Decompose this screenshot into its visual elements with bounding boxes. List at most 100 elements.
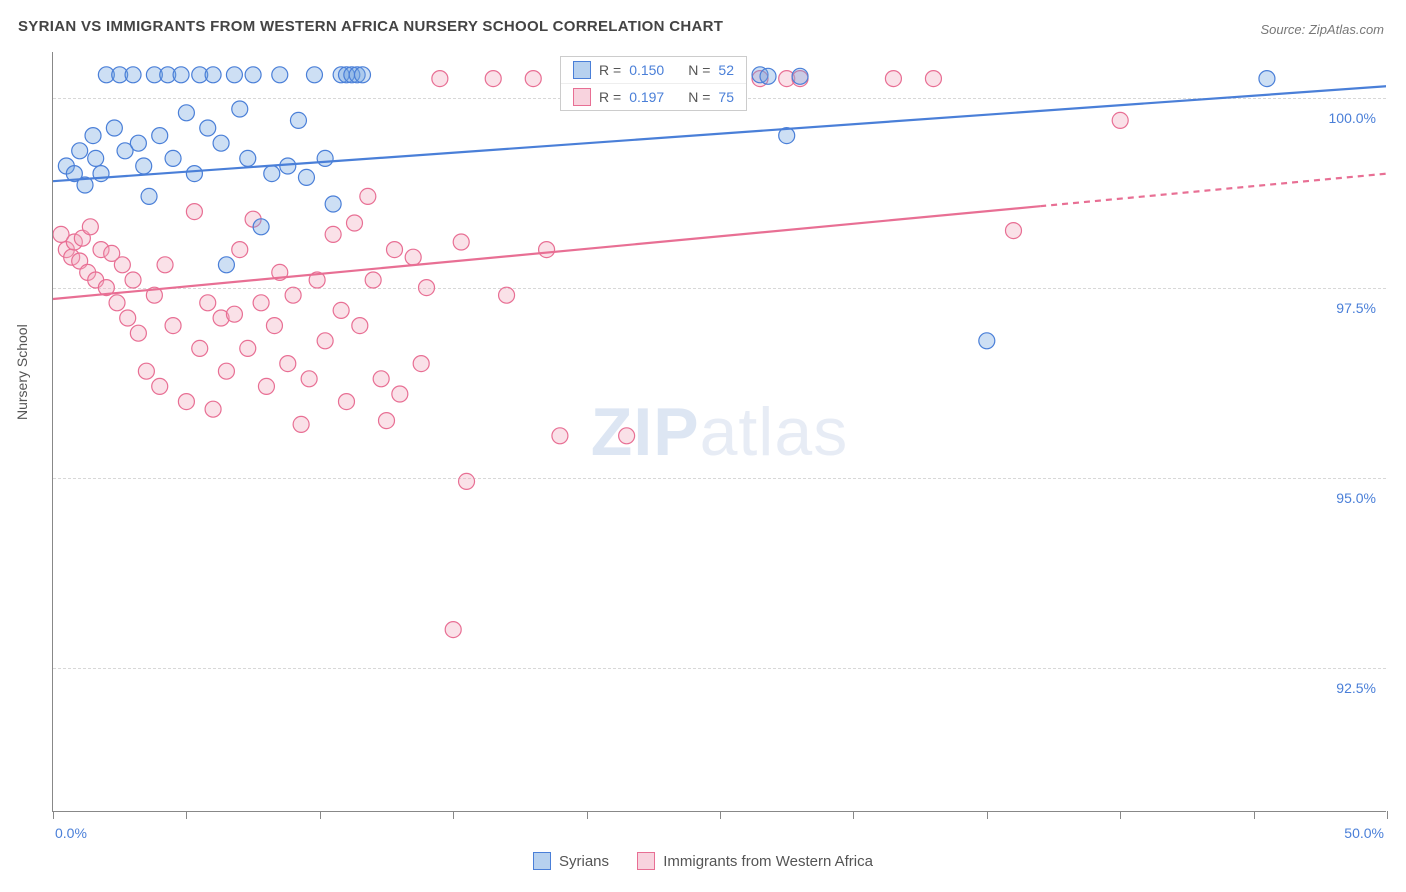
data-point <box>419 280 435 296</box>
r-value-2: 0.197 <box>629 89 664 105</box>
data-point <box>392 386 408 402</box>
data-point <box>619 428 635 444</box>
data-point <box>301 371 317 387</box>
data-point <box>325 226 341 242</box>
data-point <box>525 71 541 87</box>
data-point <box>186 166 202 182</box>
data-point <box>173 67 189 83</box>
data-point <box>539 242 555 258</box>
data-point <box>266 318 282 334</box>
data-point <box>325 196 341 212</box>
data-point <box>178 394 194 410</box>
data-point <box>136 158 152 174</box>
legend-label-1: Syrians <box>559 853 609 870</box>
chart-title: SYRIAN VS IMMIGRANTS FROM WESTERN AFRICA… <box>18 18 723 35</box>
data-point <box>138 363 154 379</box>
data-point <box>232 242 248 258</box>
data-point <box>459 473 475 489</box>
legend-row-series1: R = 0.150 N = 52 <box>561 57 746 84</box>
data-point <box>85 128 101 144</box>
source-attribution: Source: ZipAtlas.com <box>1260 22 1384 37</box>
data-point <box>226 67 242 83</box>
x-tick <box>1120 811 1121 819</box>
swatch-series2-bottom <box>637 852 655 870</box>
data-point <box>413 356 429 372</box>
data-point <box>272 67 288 83</box>
data-point <box>165 150 181 166</box>
data-point <box>157 257 173 273</box>
legend-label-2: Immigrants from Western Africa <box>663 853 873 870</box>
data-point <box>1005 223 1021 239</box>
data-point <box>253 295 269 311</box>
data-point <box>125 272 141 288</box>
data-point <box>165 318 181 334</box>
data-point <box>218 257 234 273</box>
data-point <box>192 340 208 356</box>
data-point <box>280 356 296 372</box>
x-tick <box>587 811 588 819</box>
data-point <box>760 68 776 84</box>
x-min-label: 0.0% <box>55 825 87 841</box>
legend-row-series2: R = 0.197 N = 75 <box>561 84 746 110</box>
data-point <box>432 71 448 87</box>
data-point <box>178 105 194 121</box>
r-label: R = <box>599 89 621 105</box>
data-point <box>240 340 256 356</box>
data-point <box>106 120 122 136</box>
data-point <box>552 428 568 444</box>
data-point <box>232 101 248 117</box>
data-point <box>1112 112 1128 128</box>
x-max-label: 50.0% <box>1344 825 1384 841</box>
data-point <box>205 401 221 417</box>
data-point <box>152 378 168 394</box>
n-value-2: 75 <box>718 89 734 105</box>
data-point <box>333 302 349 318</box>
data-point <box>885 71 901 87</box>
r-label: R = <box>599 62 621 78</box>
n-label: N = <box>688 62 710 78</box>
data-point <box>387 242 403 258</box>
x-tick <box>186 811 187 819</box>
legend-item-series1: Syrians <box>533 852 609 870</box>
data-point <box>200 120 216 136</box>
data-point <box>72 143 88 159</box>
x-tick <box>720 811 721 819</box>
x-tick <box>1387 811 1388 819</box>
data-point <box>1259 71 1275 87</box>
data-point <box>205 67 221 83</box>
trend-line <box>53 206 1040 299</box>
data-point <box>485 71 501 87</box>
data-point <box>82 219 98 235</box>
data-point <box>258 378 274 394</box>
data-point <box>499 287 515 303</box>
data-point <box>293 416 309 432</box>
data-point <box>365 272 381 288</box>
data-point <box>280 158 296 174</box>
data-point <box>379 413 395 429</box>
x-tick <box>453 811 454 819</box>
series-legend: Syrians Immigrants from Western Africa <box>0 852 1406 874</box>
plot-area: ZIPatlas 92.5%95.0%97.5%100.0%0.0%50.0% <box>52 52 1386 812</box>
data-point <box>306 67 322 83</box>
data-point <box>88 150 104 166</box>
data-point <box>130 325 146 341</box>
data-point <box>253 219 269 235</box>
chart-svg <box>53 52 1386 811</box>
data-point <box>354 67 370 83</box>
data-point <box>405 249 421 265</box>
n-label: N = <box>688 89 710 105</box>
data-point <box>290 112 306 128</box>
data-point <box>200 295 216 311</box>
data-point <box>338 394 354 410</box>
data-point <box>152 128 168 144</box>
data-point <box>346 215 362 231</box>
x-tick <box>1254 811 1255 819</box>
data-point <box>360 188 376 204</box>
data-point <box>445 622 461 638</box>
legend-item-series2: Immigrants from Western Africa <box>637 852 873 870</box>
data-point <box>925 71 941 87</box>
data-point <box>114 257 130 273</box>
data-point <box>109 295 125 311</box>
r-value-1: 0.150 <box>629 62 664 78</box>
swatch-series2 <box>573 88 591 106</box>
